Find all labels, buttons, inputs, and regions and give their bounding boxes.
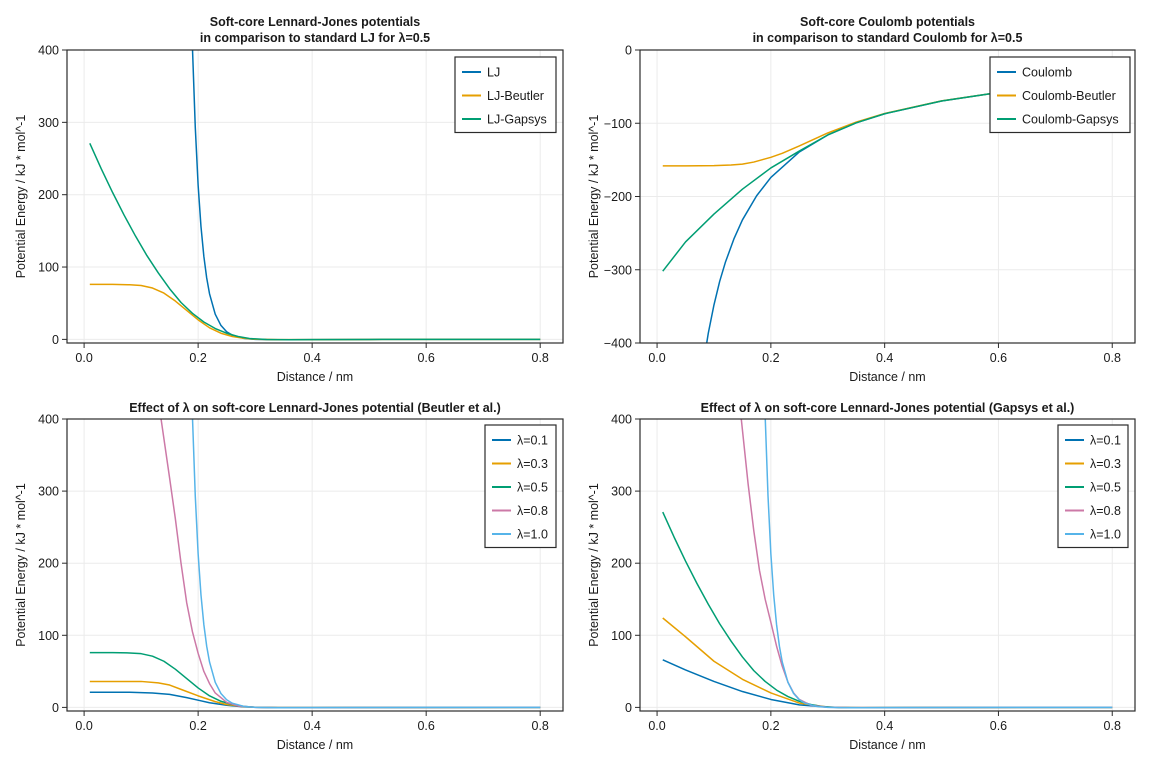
- x-tick-label: 0.0: [75, 719, 92, 733]
- chart-title: Effect of λ on soft-core Lennard-Jones p…: [701, 401, 1075, 415]
- series-line-2: [89, 651, 541, 709]
- x-tick-label: 0.6: [417, 351, 434, 365]
- y-tick-label: 200: [38, 557, 59, 571]
- series-line-3: [160, 419, 541, 709]
- legend: λ=0.1 λ=0.3 λ=0.5 λ=0.8 λ=1.0: [1057, 424, 1129, 549]
- series-line-1: [89, 680, 541, 709]
- chart-title: Soft-core Coulomb potentials: [800, 15, 975, 29]
- x-tick-label: 0.0: [75, 351, 92, 365]
- series-line-2: [662, 511, 1113, 709]
- series-line-3: [740, 419, 1113, 709]
- y-tick-label: 300: [611, 485, 632, 499]
- legend-entry: λ=0.5: [517, 481, 548, 495]
- legend-entry: λ=0.1: [517, 434, 548, 448]
- chart-title: in comparison to standard Coulomb for λ=…: [753, 31, 1023, 45]
- legend-entry: λ=1.0: [1090, 528, 1121, 542]
- y-tick-label: 0: [625, 701, 632, 715]
- y-tick-label: −100: [604, 117, 632, 131]
- x-tick-label: 0.2: [762, 351, 779, 365]
- y-tick-label: 0: [52, 701, 59, 715]
- y-tick-label: 400: [38, 413, 59, 427]
- legend: LJ LJ-Beutler LJ-Gapsys: [454, 56, 557, 134]
- x-tick-label: 0.6: [990, 351, 1007, 365]
- y-tick-label: −300: [604, 263, 632, 277]
- x-tick-label: 0.8: [532, 719, 549, 733]
- plot-panel-1: 0.0 0.2 0.4 0.6 0.8 −400 −300 −200 −100 0 Distance…: [587, 15, 1136, 384]
- legend-entry: LJ: [487, 66, 500, 80]
- x-tick-label: 0.0: [648, 351, 665, 365]
- y-tick-label: 0: [625, 44, 632, 58]
- x-tick-label: 0.6: [417, 719, 434, 733]
- legend-entry: LJ-Beutler: [487, 89, 544, 103]
- plot-panel-0: 0.0 0.2 0.4 0.6 0.8 0 100 200 300 400 Distance / n…: [14, 15, 564, 384]
- y-tick-label: 400: [38, 44, 59, 58]
- y-tick-label: 400: [611, 413, 632, 427]
- series-line-0: [89, 691, 541, 709]
- y-tick-label: 200: [611, 557, 632, 571]
- legend-entry: λ=0.1: [1090, 434, 1121, 448]
- x-tick-label: 0.4: [303, 719, 320, 733]
- series-line-4: [764, 419, 1113, 709]
- series-line-2: [89, 143, 541, 341]
- x-tick-label: 0.4: [303, 351, 320, 365]
- legend-entry: λ=0.5: [1090, 481, 1121, 495]
- x-tick-label: 0.2: [189, 351, 206, 365]
- series-line-0: [191, 50, 541, 341]
- y-tick-label: 100: [611, 629, 632, 643]
- x-tick-label: 0.6: [990, 719, 1007, 733]
- plot-panel-2: 0.0 0.2 0.4 0.6 0.8 0 100 200 300 400 Distance / n…: [14, 401, 564, 752]
- chart-title: Effect of λ on soft-core Lennard-Jones p…: [129, 401, 501, 415]
- series-line-1: [662, 617, 1113, 709]
- y-tick-label: −200: [604, 190, 632, 204]
- x-tick-label: 0.2: [189, 719, 206, 733]
- axes-frame: [66, 418, 564, 712]
- x-axis-label: Distance / nm: [277, 370, 353, 384]
- y-tick-label: 0: [52, 333, 59, 347]
- axes-frame: [639, 418, 1136, 712]
- y-axis-label: Potential Energy / kJ * mol^-1: [14, 115, 28, 279]
- legend-entry: Coulomb-Gapsys: [1022, 113, 1119, 127]
- x-tick-label: 0.4: [876, 351, 893, 365]
- legend-entry: λ=0.3: [1090, 457, 1121, 471]
- x-tick-label: 0.8: [532, 351, 549, 365]
- chart-title: in comparison to standard LJ for λ=0.5: [200, 31, 430, 45]
- y-tick-label: 300: [38, 485, 59, 499]
- x-tick-label: 0.4: [876, 719, 893, 733]
- plot-panel-3: 0.0 0.2 0.4 0.6 0.8 0 100 200 300 400 Distance / n…: [587, 401, 1136, 752]
- series-line-1: [89, 283, 541, 341]
- y-tick-label: −400: [604, 337, 632, 351]
- legend: Coulomb Coulomb-Beutler Coulomb-Gapsys: [989, 56, 1131, 134]
- series-line-0: [662, 659, 1113, 709]
- x-axis-label: Distance / nm: [277, 738, 353, 752]
- x-tick-label: 0.2: [762, 719, 779, 733]
- x-tick-label: 0.8: [1104, 351, 1121, 365]
- y-tick-label: 300: [38, 116, 59, 130]
- axes-frame: [66, 49, 564, 344]
- x-tick-label: 0.0: [648, 719, 665, 733]
- x-tick-label: 0.8: [1104, 719, 1121, 733]
- legend-entry: λ=0.8: [1090, 504, 1121, 518]
- x-axis-label: Distance / nm: [849, 738, 925, 752]
- y-axis-label: Potential Energy / kJ * mol^-1: [14, 483, 28, 647]
- y-axis-label: Potential Energy / kJ * mol^-1: [587, 115, 601, 279]
- y-tick-label: 200: [38, 188, 59, 202]
- legend-entry: λ=1.0: [517, 528, 548, 542]
- legend: λ=0.1 λ=0.3 λ=0.5 λ=0.8 λ=1.0: [484, 424, 557, 549]
- legend-entry: Coulomb-Beutler: [1022, 89, 1116, 103]
- chart-title: Soft-core Lennard-Jones potentials: [210, 15, 420, 29]
- legend-entry: Coulomb: [1022, 66, 1072, 80]
- y-axis-label: Potential Energy / kJ * mol^-1: [587, 483, 601, 647]
- legend-entry: LJ-Gapsys: [487, 113, 547, 127]
- y-tick-label: 100: [38, 629, 59, 643]
- legend-entry: λ=0.8: [517, 504, 548, 518]
- legend-entry: λ=0.3: [517, 457, 548, 471]
- y-tick-label: 100: [38, 261, 59, 275]
- x-axis-label: Distance / nm: [849, 370, 925, 384]
- series-line-4: [191, 419, 541, 709]
